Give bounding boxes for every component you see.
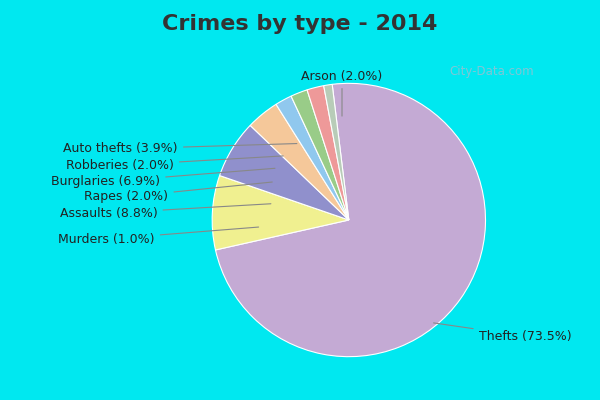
Wedge shape <box>276 96 349 220</box>
Text: Assaults (8.8%): Assaults (8.8%) <box>60 204 271 220</box>
Text: Arson (2.0%): Arson (2.0%) <box>301 70 383 116</box>
Text: Murders (1.0%): Murders (1.0%) <box>58 227 259 246</box>
Text: Robberies (2.0%): Robberies (2.0%) <box>66 156 283 172</box>
Text: City-Data.com: City-Data.com <box>449 66 535 78</box>
Text: Thefts (73.5%): Thefts (73.5%) <box>434 323 571 343</box>
Wedge shape <box>215 83 485 357</box>
Wedge shape <box>307 86 349 220</box>
Text: Auto thefts (3.9%): Auto thefts (3.9%) <box>64 142 297 156</box>
Wedge shape <box>324 84 349 220</box>
Text: Crimes by type - 2014: Crimes by type - 2014 <box>163 14 437 34</box>
Wedge shape <box>220 126 349 220</box>
Wedge shape <box>291 90 349 220</box>
Text: Burglaries (6.9%): Burglaries (6.9%) <box>51 168 275 188</box>
Text: Rapes (2.0%): Rapes (2.0%) <box>85 182 272 203</box>
Wedge shape <box>250 104 349 220</box>
Wedge shape <box>212 176 349 250</box>
